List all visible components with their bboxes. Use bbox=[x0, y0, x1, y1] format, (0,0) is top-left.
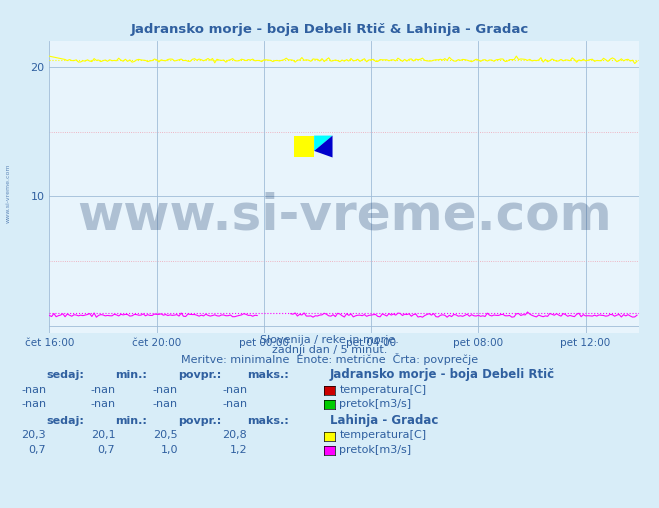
Text: min.:: min.: bbox=[115, 370, 147, 380]
Text: sedaj:: sedaj: bbox=[46, 370, 84, 380]
Text: 1,0: 1,0 bbox=[160, 444, 178, 455]
Text: -nan: -nan bbox=[90, 399, 115, 409]
Text: Lahinja - Gradac: Lahinja - Gradac bbox=[330, 414, 438, 427]
Text: www.si-vreme.com: www.si-vreme.com bbox=[77, 192, 612, 240]
Text: maks.:: maks.: bbox=[247, 370, 289, 380]
Text: pretok[m3/s]: pretok[m3/s] bbox=[339, 399, 411, 409]
Text: -nan: -nan bbox=[222, 399, 247, 409]
Text: maks.:: maks.: bbox=[247, 416, 289, 426]
Text: -nan: -nan bbox=[222, 385, 247, 395]
Text: Slovenija / reke in morje.: Slovenija / reke in morje. bbox=[260, 335, 399, 345]
Bar bbox=[294, 136, 314, 157]
Text: min.:: min.: bbox=[115, 416, 147, 426]
Text: Meritve: minimalne  Enote: metrične  Črta: povprečje: Meritve: minimalne Enote: metrične Črta:… bbox=[181, 353, 478, 365]
Text: zadnji dan / 5 minut.: zadnji dan / 5 minut. bbox=[272, 345, 387, 355]
Text: -nan: -nan bbox=[153, 399, 178, 409]
Polygon shape bbox=[314, 136, 333, 157]
Text: sedaj:: sedaj: bbox=[46, 416, 84, 426]
Text: 20,3: 20,3 bbox=[22, 430, 46, 440]
Polygon shape bbox=[314, 136, 333, 151]
Text: 0,7: 0,7 bbox=[98, 444, 115, 455]
Text: -nan: -nan bbox=[90, 385, 115, 395]
Text: -nan: -nan bbox=[21, 385, 46, 395]
Text: povpr.:: povpr.: bbox=[178, 416, 221, 426]
Text: Jadransko morje - boja Debeli Rtič & Lahinja - Gradac: Jadransko morje - boja Debeli Rtič & Lah… bbox=[130, 23, 529, 36]
Text: Jadransko morje - boja Debeli Rtič: Jadransko morje - boja Debeli Rtič bbox=[330, 368, 555, 382]
Text: temperatura[C]: temperatura[C] bbox=[339, 430, 426, 440]
Text: 1,2: 1,2 bbox=[229, 444, 247, 455]
Text: 20,5: 20,5 bbox=[154, 430, 178, 440]
Text: www.si-vreme.com: www.si-vreme.com bbox=[5, 163, 11, 223]
Text: 20,8: 20,8 bbox=[222, 430, 247, 440]
Text: -nan: -nan bbox=[153, 385, 178, 395]
Text: -nan: -nan bbox=[21, 399, 46, 409]
Text: 20,1: 20,1 bbox=[91, 430, 115, 440]
Text: povpr.:: povpr.: bbox=[178, 370, 221, 380]
Text: 0,7: 0,7 bbox=[28, 444, 46, 455]
Text: pretok[m3/s]: pretok[m3/s] bbox=[339, 444, 411, 455]
Text: temperatura[C]: temperatura[C] bbox=[339, 385, 426, 395]
